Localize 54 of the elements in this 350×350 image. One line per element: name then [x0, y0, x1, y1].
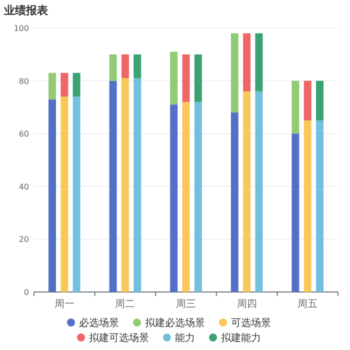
- bar: [134, 54, 142, 78]
- y-tick-label: 20: [18, 235, 29, 244]
- bar: [316, 120, 324, 292]
- legend-可选场景: 可选场景: [219, 318, 271, 329]
- bar: [230, 112, 238, 292]
- y-tick-label: 80: [18, 76, 29, 86]
- bar: [72, 96, 80, 292]
- bar: [60, 96, 68, 292]
- bar: [316, 80, 324, 120]
- bar: [182, 102, 190, 292]
- bar: [60, 72, 68, 97]
- legend-label: 能力: [175, 332, 195, 344]
- y-tick-label: 40: [18, 182, 29, 192]
- bar: [255, 91, 263, 292]
- x-tick-label: 周一: [54, 299, 74, 310]
- bar: [194, 102, 202, 292]
- bar: [243, 91, 251, 292]
- legend-能力: 能力: [163, 333, 195, 344]
- bar: [170, 52, 178, 105]
- bar: [304, 120, 312, 292]
- x-tick-label: 周四: [236, 299, 257, 310]
- legend-必选场景: 必选场景: [67, 318, 119, 329]
- bar: [134, 78, 142, 292]
- bar: [109, 80, 117, 292]
- bar: [72, 72, 80, 97]
- legend-拟建必选场景: 拟建必选场景: [133, 318, 205, 329]
- bar: [243, 33, 251, 92]
- bar: [304, 80, 312, 120]
- bar: [292, 134, 300, 292]
- bar: [48, 99, 56, 292]
- bar: [121, 78, 129, 292]
- bar: [121, 54, 129, 78]
- bar: [109, 54, 117, 81]
- legend-label: 拟建必选场景: [145, 317, 205, 329]
- x-tick-label: 周五: [298, 299, 318, 310]
- bar: [182, 54, 190, 102]
- bar: [230, 33, 238, 112]
- legend-label: 可选场景: [231, 317, 271, 329]
- bar: [170, 104, 178, 292]
- bar: [292, 80, 300, 134]
- x-tick-label: 周二: [115, 299, 136, 310]
- y-tick-label: 60: [18, 130, 29, 139]
- bar: [255, 33, 263, 92]
- bar: [48, 72, 56, 100]
- legend-拟建可选场景: 拟建可选场景: [77, 333, 149, 344]
- bar: [194, 54, 202, 102]
- y-tick-label: 100: [14, 24, 29, 33]
- legend-label: 拟建可选场景: [89, 332, 149, 344]
- x-tick-label: 周三: [176, 299, 196, 310]
- y-tick-label: 0: [24, 288, 29, 297]
- legend-label: 必选场景: [79, 317, 119, 329]
- legend-label: 拟建能力: [221, 332, 261, 344]
- legend-拟建能力: 拟建能力: [209, 333, 261, 344]
- chart-title: 业绩报表: [3, 4, 49, 17]
